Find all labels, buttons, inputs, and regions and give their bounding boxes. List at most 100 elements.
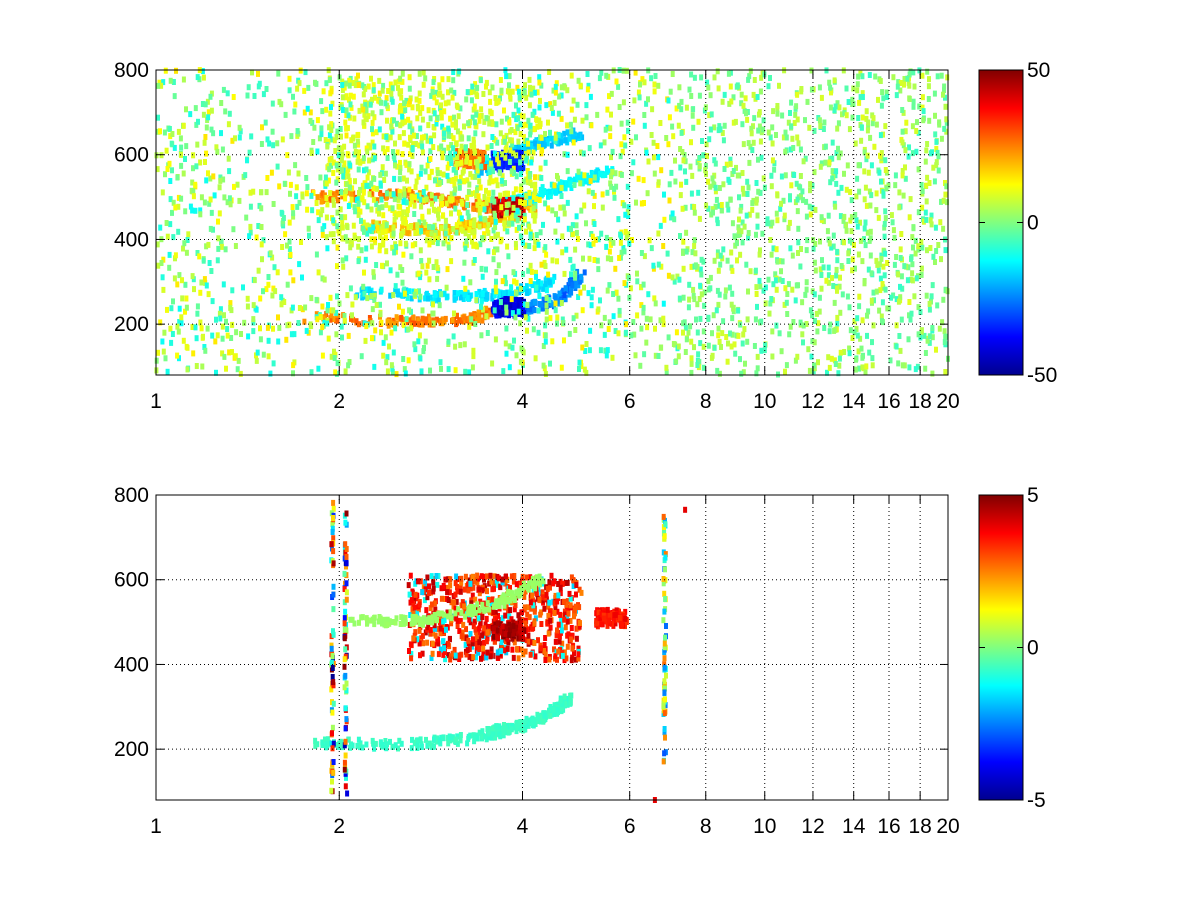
heatmap-cell	[930, 325, 935, 331]
heatmap-cell	[461, 296, 466, 302]
heatmap-cell	[432, 297, 437, 304]
heatmap-cell	[883, 157, 888, 164]
heatmap-cell	[465, 202, 470, 209]
heatmap-cell	[667, 197, 672, 204]
heatmap-cell	[699, 291, 704, 298]
heatmap-cell	[903, 164, 907, 171]
heatmap-cell	[710, 330, 714, 337]
heatmap-cell	[516, 107, 521, 114]
heatmap-cell	[826, 279, 831, 286]
heatmap-cell	[495, 156, 500, 163]
heatmap-cell	[707, 136, 712, 143]
heatmap-cell	[252, 277, 257, 284]
heatmap-cell	[669, 169, 674, 176]
heatmap-cell	[471, 353, 476, 360]
heatmap-cell	[754, 370, 759, 377]
heatmap-cell	[529, 207, 534, 214]
heatmap-cell	[468, 279, 473, 286]
heatmap-cell	[739, 228, 744, 235]
heatmap-cell	[384, 359, 389, 366]
heatmap-cell	[674, 358, 679, 365]
heatmap-cell	[566, 225, 571, 232]
heatmap-cell	[420, 134, 424, 141]
heatmap-cell	[589, 294, 594, 301]
heatmap-cell	[353, 294, 358, 301]
heatmap-cell	[607, 93, 611, 100]
heatmap-cell	[466, 188, 471, 195]
heatmap-cell	[341, 263, 346, 270]
heatmap-cell	[587, 347, 592, 354]
heatmap-cell	[703, 167, 708, 174]
heatmap-cell	[761, 126, 766, 133]
heatmap-cell	[807, 367, 812, 374]
heatmap-cell	[525, 302, 530, 308]
heatmap-cell	[659, 344, 664, 351]
heatmap-cell	[458, 105, 463, 112]
heatmap-cell	[710, 206, 715, 213]
heatmap-cell	[421, 189, 426, 195]
heatmap-cell	[361, 220, 366, 227]
heatmap-cell	[579, 273, 584, 280]
heatmap-cell	[605, 347, 610, 354]
heatmap-cell	[284, 336, 289, 343]
heatmap-cell	[188, 203, 193, 210]
heatmap-cell	[646, 96, 650, 103]
heatmap-cell	[202, 199, 207, 206]
heatmap-cell	[509, 168, 514, 175]
heatmap-cell	[518, 121, 523, 128]
heatmap-cell	[804, 286, 809, 293]
heatmap-cell	[747, 211, 752, 218]
heatmap-cell	[287, 238, 292, 245]
heatmap-cell	[697, 92, 702, 99]
heatmap-cell	[572, 182, 577, 188]
heatmap-cell	[300, 193, 305, 200]
heatmap-cell	[226, 155, 231, 162]
heatmap-cell	[211, 226, 215, 233]
heatmap-cell	[389, 362, 394, 369]
heatmap-cell	[734, 164, 738, 171]
heatmap-cell	[712, 344, 717, 351]
heatmap-cell	[516, 138, 521, 145]
heatmap-cell	[521, 200, 526, 207]
heatmap-cell	[375, 197, 380, 204]
heatmap-cell	[943, 180, 947, 186]
heatmap-cell	[519, 183, 524, 190]
heatmap-cell	[350, 312, 354, 319]
heatmap-cell	[512, 170, 517, 176]
heatmap-cell	[430, 89, 435, 95]
heatmap-cell	[214, 144, 219, 151]
heatmap-cell	[539, 261, 544, 268]
heatmap-cell	[346, 173, 351, 180]
heatmap-cell	[370, 110, 375, 117]
heatmap-cell	[512, 337, 516, 344]
heatmap-cell	[553, 228, 558, 235]
heatmap-cell	[424, 290, 429, 297]
heatmap-cell	[810, 204, 815, 211]
heatmap-cell	[440, 76, 445, 83]
heatmap-cell	[464, 238, 469, 245]
heatmap-cell	[847, 126, 852, 133]
heatmap-cell	[366, 169, 371, 176]
heatmap-cell	[445, 293, 450, 300]
heatmap-cell	[671, 133, 676, 140]
heatmap-cell	[428, 148, 433, 155]
heatmap-cell	[400, 113, 405, 120]
heatmap-cell	[788, 146, 793, 153]
heatmap-cell	[319, 131, 324, 138]
heatmap-cell	[713, 184, 718, 191]
heatmap-cell	[346, 362, 351, 369]
heatmap-cell	[888, 357, 893, 364]
heatmap-cell	[834, 150, 839, 156]
heatmap-cell	[717, 291, 722, 298]
heatmap-cell	[787, 219, 792, 226]
heatmap-cell	[495, 246, 500, 253]
heatmap-cell	[492, 198, 497, 205]
heatmap-cell	[458, 342, 463, 349]
heatmap-cell	[397, 176, 402, 183]
heatmap-cell	[179, 195, 184, 202]
heatmap-cell	[374, 201, 379, 208]
heatmap-cell	[541, 343, 546, 349]
heatmap-cell	[515, 125, 520, 131]
heatmap-cell	[612, 194, 617, 201]
heatmap-cell	[925, 174, 930, 181]
